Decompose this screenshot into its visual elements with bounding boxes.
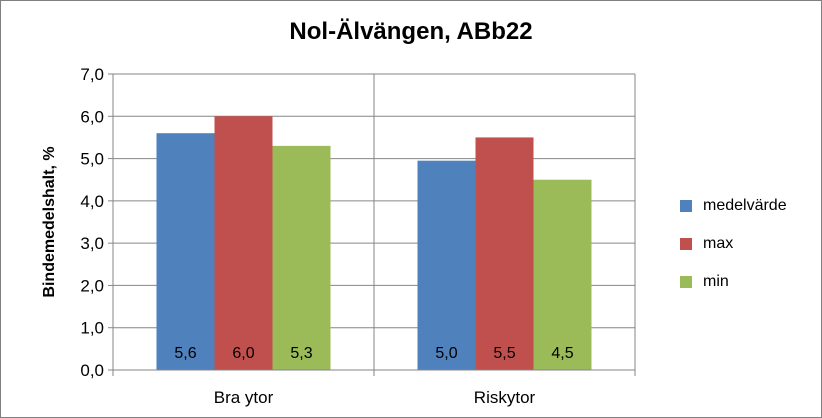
axes: [108, 73, 636, 376]
bar-min-0: [272, 145, 331, 370]
data-label: 5,5: [493, 345, 515, 362]
y-tick-label: 6,0: [80, 107, 104, 126]
bars: [156, 116, 592, 371]
data-label: 5,3: [290, 345, 312, 362]
legend-item-max: max: [680, 225, 787, 263]
bar-max-0: [214, 116, 273, 371]
legend-label: medelvärde: [703, 197, 787, 214]
bar-medelvärde-0: [156, 133, 215, 370]
bar-max-1: [475, 137, 534, 370]
x-tick-labels: Bra ytor Riskytor: [214, 388, 536, 407]
legend-item-medelvarde: medelvärde: [680, 187, 787, 225]
data-label: 5,6: [174, 345, 196, 362]
y-tick-label: 1,0: [80, 319, 104, 338]
y-tick-label: 4,0: [80, 192, 104, 211]
y-axis-label: Bindemedelshalt, %: [41, 146, 58, 297]
legend-label: min: [703, 273, 729, 290]
legend-swatch: [680, 276, 692, 288]
chart-title: Nol-Älvängen, ABb22: [289, 18, 533, 45]
legend-label: max: [703, 235, 734, 252]
data-label: 5,0: [435, 345, 457, 362]
y-tick-label: 7,0: [80, 65, 104, 84]
x-tick-label: Bra ytor: [214, 388, 274, 407]
data-labels: 5,6 6,0 5,3 5,0 5,5 4,5: [174, 345, 573, 362]
data-label: 4,5: [551, 345, 573, 362]
legend: medelvärde max min: [680, 187, 787, 301]
bar-min-1: [533, 179, 592, 370]
y-tick-labels: 0,0 1,0 2,0 3,0 4,0 5,0 6,0 7,0: [80, 65, 104, 380]
y-tick-label: 2,0: [80, 276, 104, 295]
bar-medelvärde-1: [417, 160, 476, 370]
y-tick-label: 5,0: [80, 150, 104, 169]
data-label: 6,0: [232, 345, 254, 362]
x-tick-label: Riskytor: [474, 388, 536, 407]
legend-swatch: [680, 200, 692, 212]
legend-item-min: min: [680, 263, 787, 301]
y-tick-label: 3,0: [80, 234, 104, 253]
y-tick-label: 0,0: [80, 361, 104, 380]
legend-swatch: [680, 238, 692, 250]
